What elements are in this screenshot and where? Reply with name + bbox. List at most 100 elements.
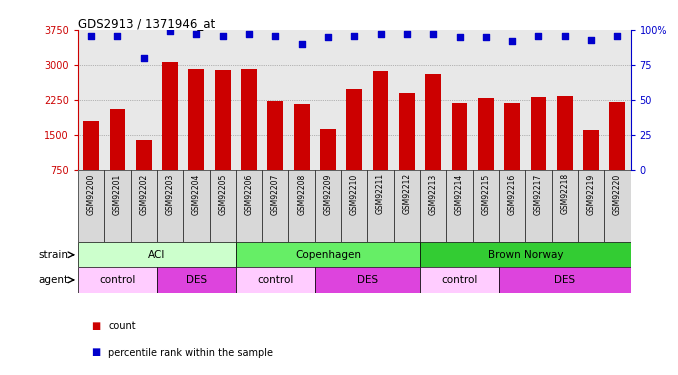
Bar xyxy=(183,170,210,242)
Point xyxy=(533,33,544,39)
Text: control: control xyxy=(257,275,294,285)
Bar xyxy=(578,170,604,242)
Bar xyxy=(236,170,262,242)
Text: GSM92202: GSM92202 xyxy=(139,173,148,214)
Text: GSM92208: GSM92208 xyxy=(297,173,306,214)
Point xyxy=(270,33,281,39)
Bar xyxy=(315,170,341,242)
Point xyxy=(401,31,412,37)
Bar xyxy=(394,170,420,242)
Bar xyxy=(188,69,204,170)
Text: GSM92218: GSM92218 xyxy=(560,173,570,214)
Point xyxy=(191,31,202,37)
Point xyxy=(612,33,623,39)
Bar xyxy=(420,170,446,242)
Bar xyxy=(425,74,441,170)
Bar xyxy=(478,98,494,170)
Text: GSM92206: GSM92206 xyxy=(245,173,254,214)
Text: agent: agent xyxy=(39,275,68,285)
Bar xyxy=(267,101,283,170)
Bar xyxy=(531,97,546,170)
Text: DES: DES xyxy=(554,275,576,285)
Bar xyxy=(110,109,125,170)
Bar xyxy=(131,170,157,242)
Text: ■: ■ xyxy=(92,321,101,331)
Point xyxy=(296,41,307,47)
Bar xyxy=(241,69,257,170)
Bar xyxy=(136,140,152,170)
Point xyxy=(586,37,597,43)
Text: GSM92204: GSM92204 xyxy=(192,173,201,214)
Bar xyxy=(236,242,420,267)
Point xyxy=(138,55,149,61)
Text: GSM92213: GSM92213 xyxy=(428,173,438,214)
Text: strain: strain xyxy=(39,250,68,260)
Bar xyxy=(604,170,631,242)
Bar xyxy=(420,267,499,292)
Text: ACI: ACI xyxy=(148,250,165,260)
Bar xyxy=(446,170,473,242)
Text: GSM92200: GSM92200 xyxy=(87,173,96,214)
Text: control: control xyxy=(99,275,136,285)
Bar xyxy=(499,170,525,242)
Point xyxy=(323,34,334,40)
Bar xyxy=(104,170,131,242)
Bar xyxy=(420,242,631,267)
Bar xyxy=(83,121,99,170)
Bar xyxy=(583,130,599,170)
Text: control: control xyxy=(441,275,478,285)
Bar xyxy=(346,89,362,170)
Text: GSM92205: GSM92205 xyxy=(218,173,227,214)
Text: Copenhagen: Copenhagen xyxy=(295,250,361,260)
Bar xyxy=(610,102,625,170)
Bar xyxy=(373,71,388,170)
Text: GSM92201: GSM92201 xyxy=(113,173,122,214)
Text: GSM92217: GSM92217 xyxy=(534,173,543,214)
Text: DES: DES xyxy=(186,275,207,285)
Point xyxy=(348,33,359,39)
Bar xyxy=(320,129,336,170)
Bar xyxy=(78,267,157,292)
Text: GSM92210: GSM92210 xyxy=(350,173,359,214)
Bar xyxy=(288,170,315,242)
Point xyxy=(559,33,570,39)
Bar xyxy=(294,105,310,170)
Bar xyxy=(157,267,236,292)
Bar xyxy=(504,103,520,170)
Text: GSM92212: GSM92212 xyxy=(402,173,412,214)
Bar xyxy=(315,267,420,292)
Point xyxy=(217,33,228,39)
Text: percentile rank within the sample: percentile rank within the sample xyxy=(108,348,273,357)
Text: GSM92216: GSM92216 xyxy=(508,173,517,214)
Bar xyxy=(499,267,631,292)
Bar xyxy=(452,103,467,170)
Point xyxy=(428,31,439,37)
Text: GSM92211: GSM92211 xyxy=(376,173,385,214)
Point xyxy=(243,31,254,37)
Point xyxy=(481,34,492,40)
Bar xyxy=(162,62,178,170)
Text: count: count xyxy=(108,321,136,331)
Text: GSM92220: GSM92220 xyxy=(613,173,622,214)
Text: GSM92215: GSM92215 xyxy=(481,173,490,214)
Text: DES: DES xyxy=(357,275,378,285)
Bar xyxy=(215,70,231,170)
Text: GDS2913 / 1371946_at: GDS2913 / 1371946_at xyxy=(78,17,215,30)
Bar xyxy=(262,170,288,242)
Bar xyxy=(341,170,367,242)
Bar xyxy=(557,96,573,170)
Text: ■: ■ xyxy=(92,348,101,357)
Text: GSM92219: GSM92219 xyxy=(586,173,595,214)
Bar xyxy=(210,170,236,242)
Point xyxy=(375,31,386,37)
Bar xyxy=(525,170,552,242)
Text: GSM92214: GSM92214 xyxy=(455,173,464,214)
Point xyxy=(165,28,176,34)
Point xyxy=(454,34,465,40)
Bar xyxy=(157,170,183,242)
Bar xyxy=(78,170,104,242)
Point xyxy=(506,38,517,44)
Text: GSM92209: GSM92209 xyxy=(323,173,332,214)
Point xyxy=(85,33,96,39)
Bar xyxy=(473,170,499,242)
